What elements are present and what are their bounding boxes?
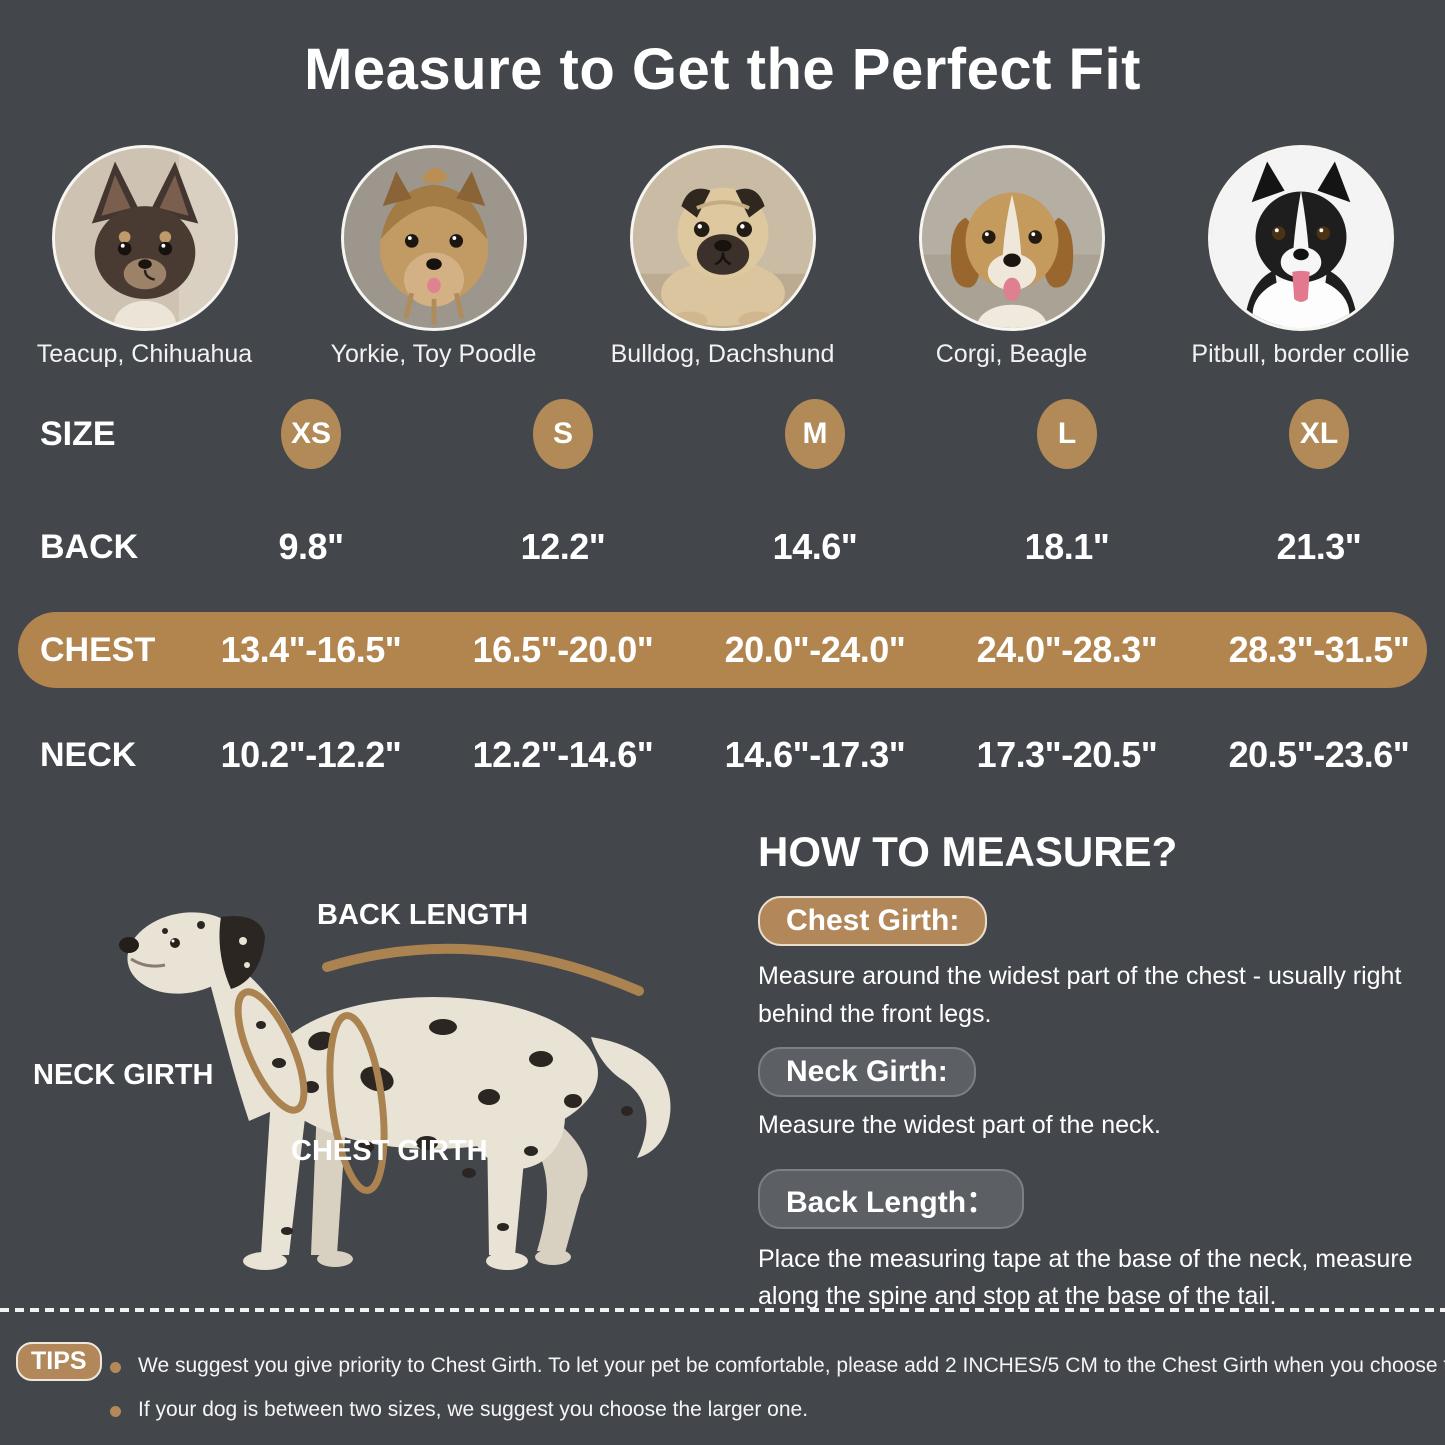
neck-girth-label: NECK GIRTH bbox=[33, 1059, 214, 1091]
chest-value: 20.0"-24.0" bbox=[724, 629, 906, 670]
tips-badge: TIPS bbox=[16, 1342, 102, 1381]
neck-value: 17.3"-20.5" bbox=[976, 734, 1158, 775]
breed-label: Yorkie, Toy Poodle bbox=[330, 340, 537, 368]
neck-value: 10.2"-12.2" bbox=[220, 734, 402, 775]
breed-label-row: Teacup, Chihuahua Yorkie, Toy Poodle Bul… bbox=[0, 340, 1445, 372]
neck-row-label: NECK bbox=[40, 735, 137, 774]
pug-photo bbox=[629, 145, 816, 331]
breed-label: Bulldog, Dachshund bbox=[610, 340, 835, 368]
back-length-pill: Back Length： bbox=[758, 1168, 1025, 1229]
neck-girth-pill: Neck Girth: bbox=[758, 1047, 976, 1097]
neck-value: 12.2"-14.6" bbox=[472, 734, 654, 775]
back-row: BACK 9.8" 12.2" 14.6" 18.1" 21.3" bbox=[0, 509, 1445, 585]
breed-photo-row bbox=[0, 140, 1445, 336]
tip-item: We suggest you give priority to Chest Gi… bbox=[138, 1354, 1445, 1377]
dashed-divider bbox=[0, 1308, 1445, 1312]
dalmatian-illustration bbox=[119, 912, 671, 1270]
chest-value: 16.5"-20.0" bbox=[472, 629, 654, 670]
chest-girth-description: Measure around the widest part of the ch… bbox=[758, 962, 1402, 1028]
neck-value: 20.5"-23.6" bbox=[1228, 734, 1410, 775]
tip-item: If your dog is between two sizes, we sug… bbox=[138, 1398, 809, 1421]
chest-highlight-band bbox=[18, 612, 1427, 688]
yorkie-illustration bbox=[343, 148, 524, 328]
back-value: 21.3" bbox=[1276, 526, 1362, 567]
neck-row: NECK 10.2"-12.2" 12.2"-14.6" 14.6"-17.3"… bbox=[0, 717, 1445, 793]
chest-value: 13.4"-16.5" bbox=[220, 629, 402, 670]
measuring-diagram: BACK LENGTH NECK GIRTH CHEST GIRTH bbox=[25, 855, 685, 1285]
page-title: Measure to Get the Perfect Fit bbox=[304, 37, 1141, 102]
back-row-label: BACK bbox=[40, 527, 139, 566]
pug-illustration bbox=[632, 148, 813, 328]
back-value: 12.2" bbox=[520, 526, 606, 567]
back-value: 9.8" bbox=[278, 526, 344, 567]
border-collie-photo bbox=[1207, 145, 1394, 331]
chihuahua-illustration bbox=[54, 148, 235, 328]
breed-label: Pitbull, border collie bbox=[1191, 340, 1410, 368]
chest-girth-pill: Chest Girth: bbox=[758, 896, 988, 946]
chest-girth-label: CHEST GIRTH bbox=[291, 1135, 488, 1167]
chest-row-label: CHEST bbox=[40, 630, 156, 669]
chest-value: 24.0"-28.3" bbox=[976, 629, 1158, 670]
back-value: 18.1" bbox=[1024, 526, 1110, 567]
neck-girth-band bbox=[234, 988, 308, 1114]
neck-girth-description: Measure the widest part of the neck. bbox=[758, 1111, 1161, 1139]
how-to-measure-heading: HOW TO MEASURE? bbox=[758, 828, 1178, 875]
breed-label: Corgi, Beagle bbox=[935, 340, 1088, 368]
bullet-icon bbox=[110, 1406, 121, 1417]
chest-girth-band bbox=[326, 1012, 388, 1194]
bullet-icon bbox=[110, 1362, 121, 1373]
back-value: 14.6" bbox=[772, 526, 858, 567]
yorkie-photo bbox=[340, 145, 527, 331]
border-collie-illustration bbox=[1210, 148, 1391, 328]
back-length-arc bbox=[322, 943, 644, 996]
size-badge-xs: XS bbox=[281, 399, 341, 469]
chest-row: CHEST 13.4"-16.5" 16.5"-20.0" 20.0"-24.0… bbox=[0, 612, 1445, 688]
beagle-illustration bbox=[921, 148, 1102, 328]
size-badge-xl: XL bbox=[1289, 399, 1349, 469]
size-badge-m: M bbox=[785, 399, 845, 469]
size-row: SIZE XS S M L XL bbox=[0, 397, 1445, 471]
beagle-photo bbox=[918, 145, 1105, 331]
size-row-label: SIZE bbox=[40, 414, 116, 453]
how-to-measure-panel: HOW TO MEASURE? Chest Girth: Measure aro… bbox=[758, 828, 1426, 1316]
neck-value: 14.6"-17.3" bbox=[724, 734, 906, 775]
size-badge-l: L bbox=[1037, 399, 1097, 469]
chest-value: 28.3"-31.5" bbox=[1228, 629, 1410, 670]
size-badge-s: S bbox=[533, 399, 593, 469]
chihuahua-photo bbox=[51, 145, 238, 331]
back-length-label: BACK LENGTH bbox=[317, 899, 529, 931]
back-length-description: Place the measuring tape at the base of … bbox=[758, 1244, 1413, 1311]
breed-label: Teacup, Chihuahua bbox=[36, 340, 253, 368]
